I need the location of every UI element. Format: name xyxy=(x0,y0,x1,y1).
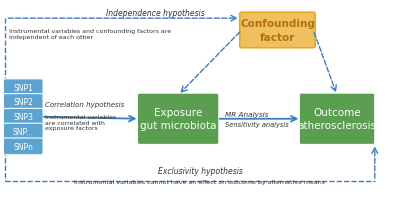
Text: Instrumental variables and confounding factors are
independent of each other: Instrumental variables and confounding f… xyxy=(9,29,172,40)
Text: Confounding
factor: Confounding factor xyxy=(240,19,315,42)
FancyBboxPatch shape xyxy=(3,138,43,155)
FancyBboxPatch shape xyxy=(3,109,43,125)
Text: SNPn: SNPn xyxy=(13,142,33,151)
FancyBboxPatch shape xyxy=(3,94,43,111)
Text: Outcome
atherosclerosis: Outcome atherosclerosis xyxy=(298,108,377,131)
FancyBboxPatch shape xyxy=(138,94,219,145)
Text: Independence hypothesis: Independence hypothesis xyxy=(106,9,205,18)
FancyBboxPatch shape xyxy=(240,13,315,49)
Text: Exposure
gut microbiota: Exposure gut microbiota xyxy=(140,108,216,131)
Text: SNP1: SNP1 xyxy=(13,83,33,92)
Text: Instrumental variables cannot have an effect on outcome by alternative means: Instrumental variables cannot have an ef… xyxy=(74,179,326,184)
Text: SNP2: SNP2 xyxy=(13,98,33,107)
FancyBboxPatch shape xyxy=(3,124,43,140)
Text: Exclusivity hypothesis: Exclusivity hypothesis xyxy=(158,166,242,175)
FancyBboxPatch shape xyxy=(3,79,43,96)
Text: SNP...: SNP... xyxy=(13,128,34,136)
FancyBboxPatch shape xyxy=(299,94,375,145)
Text: SNP3: SNP3 xyxy=(13,113,33,122)
Text: Correlation hypothesis: Correlation hypothesis xyxy=(45,101,124,108)
Text: Instrumental variables
are correlated with
exposure factors: Instrumental variables are correlated wi… xyxy=(45,114,116,131)
Text: MR Analysis: MR Analysis xyxy=(225,111,268,117)
Text: Sensitivity analysis: Sensitivity analysis xyxy=(225,121,288,127)
